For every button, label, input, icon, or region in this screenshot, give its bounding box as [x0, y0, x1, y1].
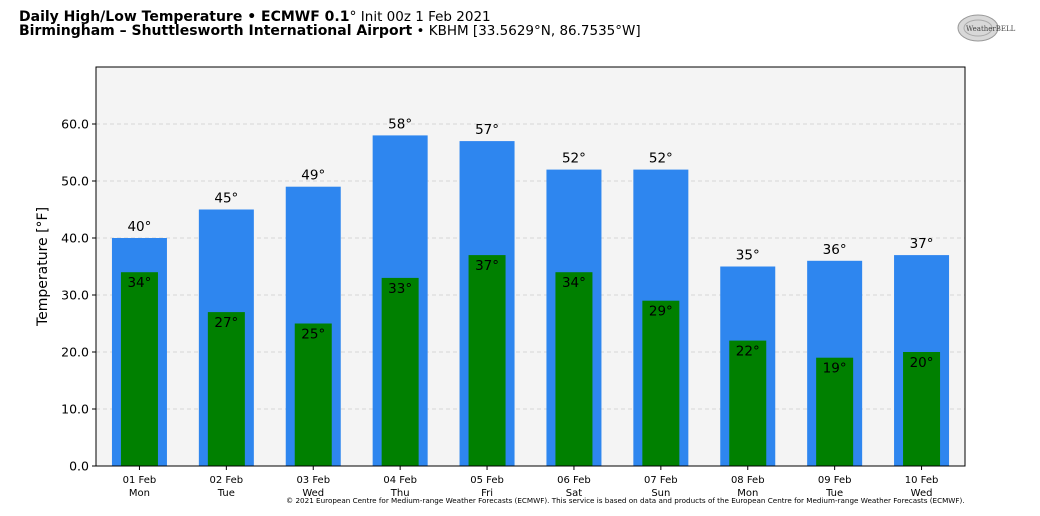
high-temp-label: 37° — [910, 236, 934, 252]
chart-title: Daily High/Low Temperature • ECMWF 0.1° … — [19, 9, 491, 25]
y-tick-label: 60.0 — [61, 117, 89, 132]
low-temp-bar — [120, 272, 158, 466]
x-tick-date: 08 Feb — [731, 475, 765, 486]
y-tick-label: 0.0 — [69, 459, 89, 474]
x-tick-day: Tue — [217, 488, 235, 499]
x-tick-day: Sun — [651, 488, 670, 499]
high-temp-label: 40° — [127, 219, 151, 235]
x-tick-date: 02 Feb — [210, 475, 244, 486]
low-temp-label: 34° — [562, 275, 586, 291]
high-temp-label: 52° — [649, 151, 673, 167]
low-temp-label: 19° — [823, 361, 847, 377]
x-tick-date: 10 Feb — [905, 475, 939, 486]
x-tick-day: Mon — [129, 488, 150, 499]
low-temp-bar — [294, 323, 332, 466]
x-tick-day: Tue — [825, 488, 843, 499]
low-temp-bar — [729, 340, 767, 466]
low-temp-label: 25° — [301, 327, 325, 343]
low-temp-bar — [468, 255, 506, 466]
high-temp-label: 35° — [736, 248, 760, 264]
y-tick-label: 40.0 — [61, 231, 89, 246]
y-tick-label: 20.0 — [61, 345, 89, 360]
x-tick-date: 05 Feb — [470, 475, 504, 486]
location-detail: • KBHM [33.5629°N, 86.7535°W] — [412, 23, 641, 39]
x-tick-date: 07 Feb — [644, 475, 678, 486]
high-temp-label: 58° — [388, 116, 412, 132]
plot-frame — [95, 66, 966, 467]
low-temp-label: 22° — [736, 344, 760, 360]
y-tick-label: 10.0 — [61, 402, 89, 417]
low-temp-label: 34° — [127, 275, 151, 291]
x-tick-date: 03 Feb — [296, 475, 330, 486]
copyright-credit: © 2021 European Centre for Medium-range … — [286, 496, 965, 505]
location-name: Birmingham – Shuttlesworth International… — [19, 23, 413, 39]
y-tick-label: 30.0 — [61, 288, 89, 303]
low-temp-bar — [207, 312, 245, 466]
y-tick-label: 50.0 — [61, 174, 89, 189]
title-main: Daily High/Low Temperature • ECMWF 0.1 — [19, 9, 350, 25]
low-temp-bar — [381, 277, 419, 466]
x-tick-day: Wed — [302, 488, 324, 499]
low-temp-label: 29° — [649, 304, 673, 320]
chart-subtitle: Birmingham – Shuttlesworth International… — [19, 23, 641, 39]
x-tick-day: Wed — [911, 488, 933, 499]
high-temp-label: 57° — [475, 122, 499, 138]
low-temp-label: 37° — [475, 258, 499, 274]
low-temp-label: 20° — [910, 355, 934, 371]
x-tick-day: Thu — [390, 488, 410, 499]
x-tick-day: Fri — [481, 488, 493, 499]
logo-text: WeatherBELL — [966, 25, 1016, 33]
title-init: Init 00z 1 Feb 2021 — [356, 9, 491, 25]
y-axis-label: Temperature [°F] — [35, 207, 51, 327]
x-tick-date: 09 Feb — [818, 475, 852, 486]
title-degree: ° — [349, 9, 357, 25]
low-temp-bar — [642, 300, 680, 466]
weatherbell-logo-icon: WeatherBELL — [957, 14, 1016, 42]
high-temp-label: 49° — [301, 168, 325, 184]
low-temp-label: 33° — [388, 281, 412, 297]
x-tick-date: 01 Feb — [123, 475, 157, 486]
x-tick-date: 04 Feb — [383, 475, 417, 486]
low-temp-bar — [555, 272, 593, 466]
high-temp-label: 45° — [214, 191, 238, 207]
low-temp-bar — [903, 352, 941, 466]
x-tick-day: Sat — [566, 488, 582, 499]
high-temp-label: 36° — [823, 242, 847, 258]
low-temp-label: 27° — [214, 315, 238, 331]
low-temp-bar — [816, 357, 854, 466]
x-tick-day: Mon — [737, 488, 758, 499]
high-temp-label: 52° — [562, 151, 586, 167]
x-tick-date: 06 Feb — [557, 475, 591, 486]
